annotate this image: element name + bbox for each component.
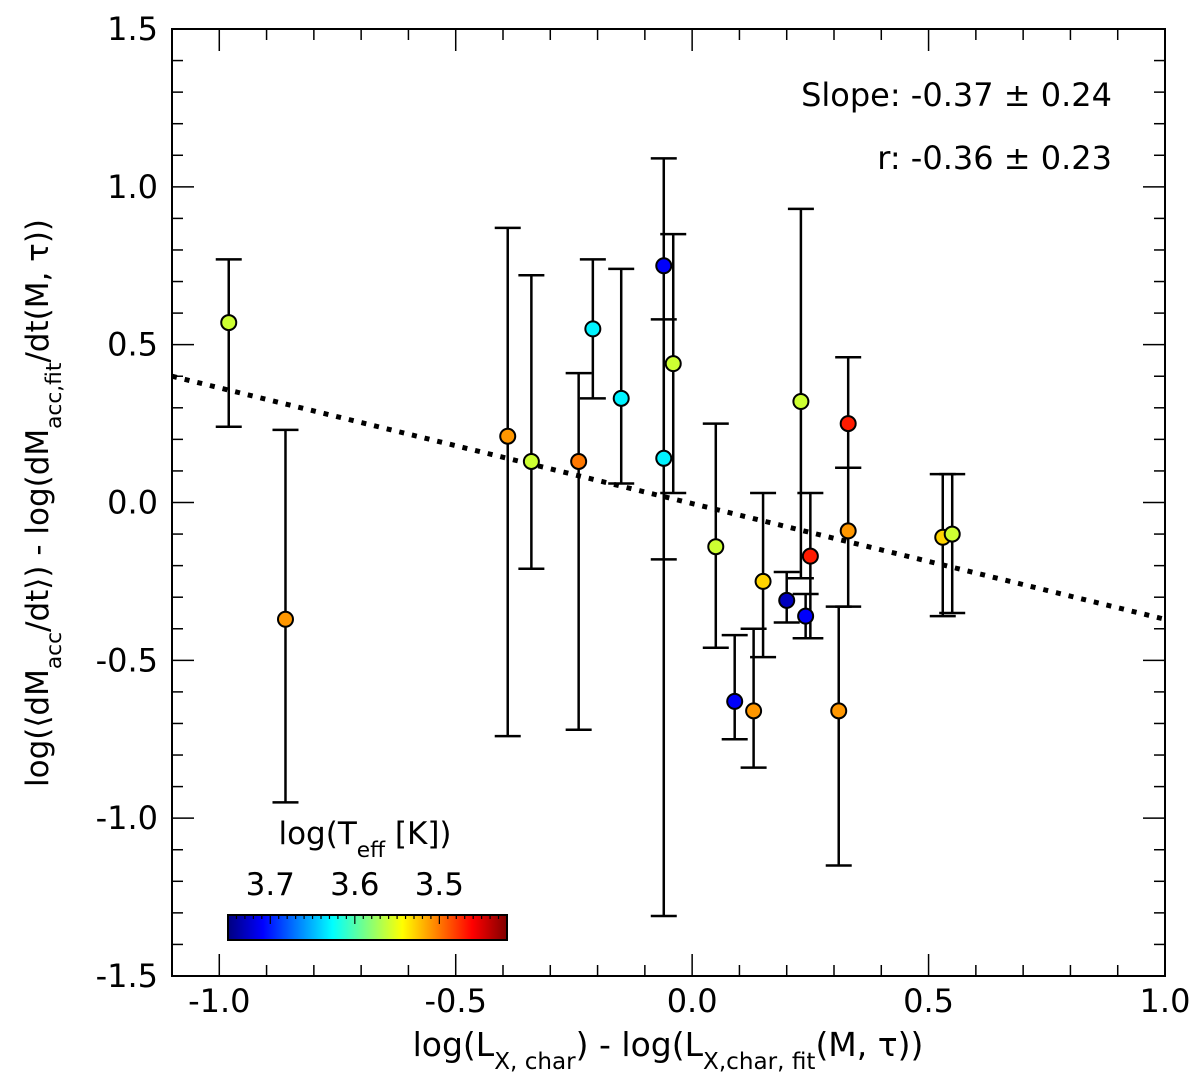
colorbar-gradient — [227, 914, 508, 941]
y-tick-label: -0.5 — [96, 641, 158, 679]
x-tick-label: 0.5 — [903, 982, 954, 1020]
x-axis-label: log(LX, char) - log(LX,char, fit(M, τ)) — [413, 1025, 924, 1075]
data-point — [801, 547, 819, 565]
data-point — [522, 452, 540, 470]
r-annotation: r: -0.36 ± 0.23 — [877, 139, 1112, 177]
data-point — [839, 522, 857, 540]
y-tick-label: 0.0 — [107, 484, 158, 522]
colorbar-label: log(Teff [K]) — [278, 816, 451, 863]
data-point — [220, 314, 238, 332]
data-point — [792, 392, 810, 410]
data-point — [276, 610, 294, 628]
x-tick-label: -0.5 — [424, 982, 486, 1020]
y-tick-label: -1.0 — [96, 799, 158, 837]
data-point — [830, 702, 848, 720]
colorbar-ticks: 3.7 3.6 3.5 — [227, 867, 508, 924]
colorbar-tick-label: 3.5 — [415, 867, 464, 903]
data-point — [612, 389, 630, 407]
fit-line — [171, 373, 1166, 622]
data-point — [664, 355, 682, 373]
x-tick-label: 0.0 — [667, 982, 718, 1020]
fit-line-group — [171, 373, 1166, 622]
data-point — [707, 538, 725, 556]
colorbar: log(Teff [K]) 3.7 3.6 3.5 — [227, 816, 508, 941]
axis-tick-labels: -1.0 -0.5 0.0 0.5 1.0 -1.5 -1.0 -0.5 0.0 0.5 1.0 1.… — [96, 10, 1191, 1020]
data-point — [655, 449, 673, 467]
data-point — [726, 692, 744, 710]
data-point — [797, 607, 815, 625]
data-point — [943, 525, 961, 543]
data-point — [655, 257, 673, 275]
slope-annotation: Slope: -0.37 ± 0.24 — [801, 76, 1112, 114]
data-point — [745, 702, 763, 720]
data-point — [839, 415, 857, 433]
colorbar-tick-label: 3.6 — [330, 867, 379, 903]
y-tick-label: -1.5 — [96, 957, 158, 995]
data-point — [570, 452, 588, 470]
x-tick-label: -1.0 — [188, 982, 250, 1020]
data-point — [584, 320, 602, 338]
x-tick-label: 1.0 — [1140, 982, 1191, 1020]
colorbar-tick-label: 3.7 — [246, 867, 295, 903]
y-tick-label: 1.0 — [107, 168, 158, 206]
data-point — [499, 427, 517, 445]
y-tick-label: 1.5 — [107, 10, 158, 48]
data-points — [220, 257, 961, 720]
y-axis-label: log(⟨dMacc/dt⟩) - log(dMacc,fit/dt(M, τ)… — [20, 219, 67, 787]
data-point — [754, 572, 772, 590]
data-point — [778, 591, 796, 609]
y-tick-label: 0.5 — [107, 326, 158, 364]
